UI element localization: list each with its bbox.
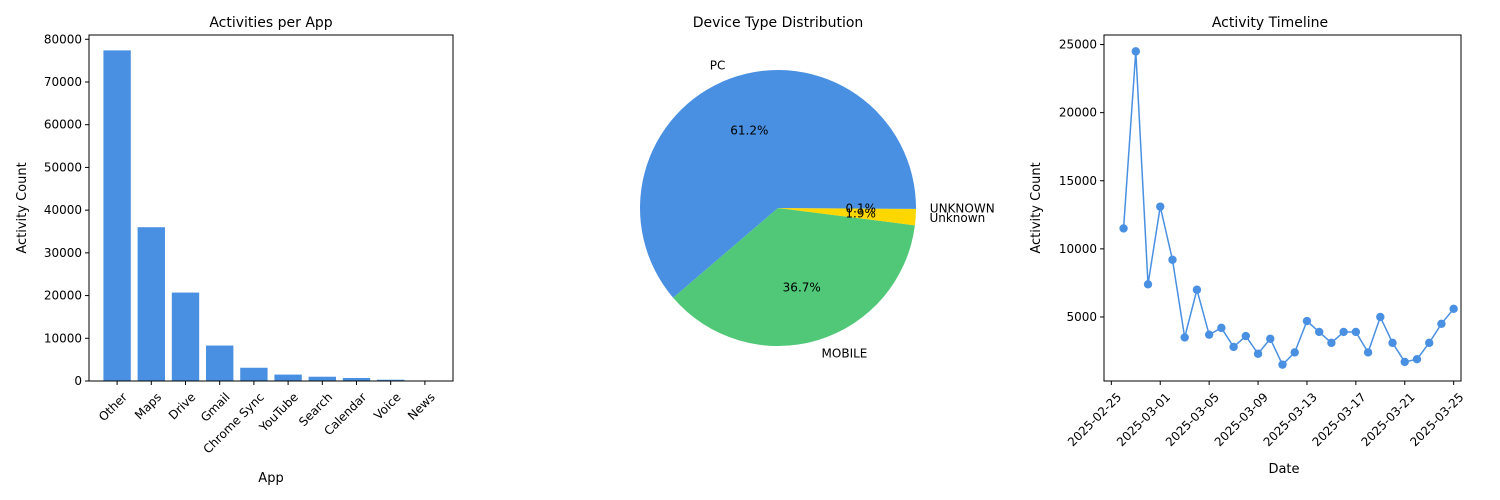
data-point [1425, 338, 1434, 348]
bar [137, 227, 165, 381]
data-point [1131, 47, 1140, 56]
bar-y-label: Activity Count [15, 162, 30, 253]
data-point [1241, 331, 1251, 341]
line-x-label: Date [1268, 462, 1299, 477]
pie-slice-label: Unknown [929, 211, 985, 225]
line-chart-title: Activity Timeline [1212, 15, 1328, 31]
line-y-axis: 5000 10000 15000 20000 25000 [1059, 38, 1104, 324]
data-point [1192, 285, 1202, 294]
x-tick-label: Drive [166, 390, 199, 423]
bar [206, 345, 234, 381]
data-point [1351, 327, 1361, 337]
y-tick-label: 50000 [44, 160, 82, 174]
bar-marks [103, 50, 439, 381]
data-point [1314, 327, 1324, 337]
series-line [1122, 51, 1455, 366]
pie-slice [778, 208, 916, 209]
data-point [1339, 327, 1348, 337]
y-tick-label: 5000 [1066, 310, 1097, 324]
data-point [1180, 333, 1189, 342]
data-point [1412, 355, 1422, 364]
data-point [1449, 304, 1458, 314]
data-point [1363, 348, 1373, 357]
pie-slice-label: MOBILE [822, 346, 868, 360]
data-point [1229, 342, 1238, 352]
data-point [1290, 348, 1299, 357]
y-tick-label: 25000 [1059, 38, 1097, 52]
pie-pct-label: 61.2% [730, 123, 768, 137]
bar-y-axis: 0 10000 20000 30000 40000 50000 60000 70000 8000… [44, 32, 89, 388]
data-point [1278, 360, 1287, 369]
pie-chart: Device Type Distribution PC 61.2% MOBILE 36… [640, 15, 995, 360]
data-point [1253, 349, 1263, 358]
data-point [1400, 357, 1409, 367]
bar [342, 378, 371, 381]
line-y-label: Activity Count [1029, 162, 1044, 253]
data-point [1302, 316, 1312, 326]
y-tick-label: 30000 [44, 246, 82, 260]
y-tick-label: 40000 [44, 203, 82, 217]
pie-slice [778, 208, 916, 226]
data-point [1266, 334, 1275, 343]
bar [103, 50, 131, 381]
data-point [1204, 330, 1214, 339]
data-point [1388, 338, 1397, 348]
data-point [1119, 224, 1128, 233]
bar-chart-title: Activities per App [209, 15, 332, 31]
pie-pct-label: 0.1% [846, 201, 877, 215]
x-tick-label: News [405, 390, 438, 423]
bar [171, 292, 200, 381]
y-tick-label: 20000 [44, 289, 82, 303]
pie-marks: PC 61.2% MOBILE 36.7% Unknown 1.9% UNKNOWN 0.1% [640, 59, 995, 360]
y-tick-label: 15000 [1059, 174, 1097, 188]
pie-slice [640, 70, 917, 298]
data-point [1327, 338, 1336, 348]
data-point [1437, 319, 1446, 328]
pie-slice-label: UNKNOWN [930, 201, 995, 215]
y-tick-label: 10000 [1059, 242, 1097, 256]
pie-chart-title: Device Type Distribution [693, 15, 864, 31]
data-point [1156, 202, 1165, 211]
line-marks [1119, 47, 1458, 369]
data-point [1143, 280, 1153, 289]
y-tick-label: 70000 [44, 75, 82, 89]
line-x-axis: 2025-02-252025-03-012025-03-052025-03-09… [1065, 381, 1467, 449]
pie-pct-label: 36.7% [783, 280, 821, 294]
x-tick-label: Maps [132, 390, 164, 422]
bar [274, 374, 302, 381]
bar-chart: Activities per App 0 10000 20000 30000 40000… [15, 15, 454, 486]
pie-slice [673, 208, 915, 346]
x-tick-label: Voice [371, 390, 403, 422]
bar-x-label: App [258, 471, 283, 486]
y-tick-label: 10000 [44, 331, 82, 345]
bar-axes-frame [88, 34, 454, 382]
data-point [1217, 323, 1226, 333]
bar [308, 376, 336, 381]
bar [240, 367, 268, 381]
line-axes-frame [1103, 34, 1462, 382]
data-point [1376, 312, 1385, 322]
y-tick-label: 20000 [1059, 106, 1097, 120]
bar [377, 379, 405, 381]
data-point [1168, 255, 1177, 264]
y-tick-label: 60000 [44, 118, 82, 132]
line-chart: Activity Timeline 5000 10000 15000 20000 250… [1029, 15, 1467, 477]
y-tick-label: 0 [74, 374, 82, 388]
pie-pct-label: 1.9% [845, 206, 876, 220]
pie-slice-label: PC [710, 59, 726, 73]
y-tick-label: 80000 [44, 32, 82, 46]
x-tick-label: Other [96, 390, 130, 424]
